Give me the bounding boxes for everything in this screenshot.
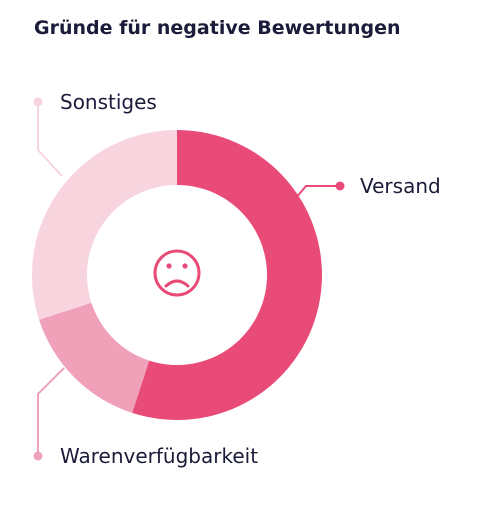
leader-line-sonstiges bbox=[37, 102, 63, 177]
label-sonstiges: Sonstiges bbox=[60, 90, 157, 114]
leader-line-versand bbox=[289, 185, 340, 206]
leader-dot-warenverfuegbarkeit bbox=[33, 451, 43, 461]
leader-line-warenverfuegbarkeit bbox=[37, 367, 65, 456]
sad-face-icon bbox=[153, 249, 201, 297]
slices-group bbox=[31, 129, 322, 420]
leader-dot-sonstiges bbox=[33, 97, 43, 107]
label-warenverfuegbarkeit: Warenverfügbarkeit bbox=[60, 444, 258, 468]
leader-dot-versand bbox=[335, 181, 345, 191]
slice-warenverfügbarkeit bbox=[39, 302, 150, 413]
chart-title: Gründe für negative Bewertungen bbox=[34, 17, 401, 39]
slice-sonstiges bbox=[31, 129, 178, 320]
label-versand: Versand bbox=[360, 174, 441, 198]
slice-versand bbox=[132, 130, 322, 420]
